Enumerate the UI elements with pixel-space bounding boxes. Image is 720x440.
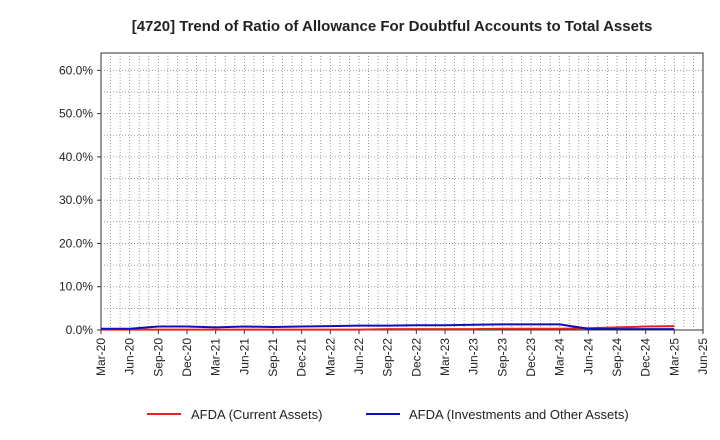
x-tick-label: Jun-24 — [581, 338, 595, 375]
x-tick-label: Mar-23 — [438, 338, 452, 376]
chart-title: [4720] Trend of Ratio of Allowance For D… — [132, 18, 653, 35]
plot-area — [100, 52, 704, 331]
x-tick-label: Jun-21 — [237, 338, 251, 375]
x-tick-label: Dec-21 — [295, 338, 309, 377]
legend-label: AFDA (Current Assets) — [191, 407, 322, 422]
legend: AFDA (Current Assets) AFDA (Investments a… — [147, 407, 629, 422]
x-tick-label: Jun-23 — [467, 338, 481, 375]
legend-label: AFDA (Investments and Other Assets) — [409, 407, 629, 422]
series-line-1 — [101, 325, 675, 331]
x-tick-label: Jun-20 — [123, 338, 137, 375]
x-tick-label: Mar-24 — [553, 338, 567, 376]
y-tick-label: 40.0% — [59, 150, 93, 164]
x-tick-label: Mar-20 — [94, 338, 108, 376]
x-tick-label: Jun-25 — [696, 338, 710, 375]
series-lines — [101, 323, 675, 331]
x-tick-label: Dec-24 — [639, 338, 653, 377]
x-tick-label: Jun-22 — [352, 338, 366, 375]
y-tick-label: 50.0% — [59, 107, 93, 121]
x-tick-label: Dec-22 — [409, 338, 423, 377]
axes: 0.0% 10.0% 20.0% 30.0% 40.0% 50.0% 60.0% Mar-20… — [59, 63, 710, 376]
series-line-2 — [101, 323, 675, 331]
y-tick-label: 30.0% — [59, 193, 93, 207]
x-tick-label: Dec-20 — [180, 338, 194, 377]
y-tick-label: 60.0% — [59, 63, 93, 77]
x-tick-label: Sep-24 — [610, 338, 624, 377]
x-tick-label: Sep-20 — [151, 338, 165, 377]
x-tick-label: Sep-21 — [266, 338, 280, 377]
x-tick-label: Sep-22 — [381, 338, 395, 377]
y-tick-label: 0.0% — [66, 323, 94, 337]
x-tick-label: Mar-25 — [667, 338, 681, 376]
x-tick-label: Sep-23 — [495, 338, 509, 377]
y-tick-label: 20.0% — [59, 236, 93, 250]
y-tick-label: 10.0% — [59, 280, 93, 294]
x-tick-label: Mar-22 — [323, 338, 337, 376]
grid — [100, 52, 704, 331]
x-tick-label: Mar-21 — [209, 338, 223, 376]
x-tick-label: Dec-23 — [524, 338, 538, 377]
